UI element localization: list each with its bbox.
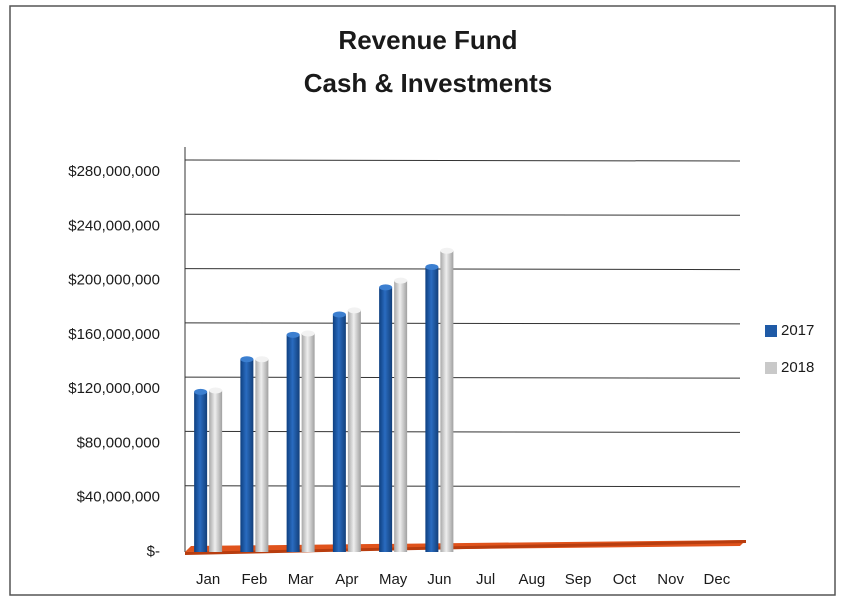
chart-title: Revenue Fund xyxy=(338,25,517,55)
grid-line xyxy=(184,213,741,216)
bar xyxy=(255,359,269,552)
floor-edge xyxy=(185,540,746,555)
x-tick-label: Jul xyxy=(476,571,495,588)
grid-line xyxy=(184,159,741,162)
grid-line xyxy=(184,268,741,271)
grid-line xyxy=(184,376,741,379)
bar-top xyxy=(379,284,393,291)
grid-line xyxy=(184,322,741,325)
y-tick-label: $200,000,000 xyxy=(68,272,160,289)
y-tick-label: $120,000,000 xyxy=(68,380,160,397)
bar-top xyxy=(332,311,346,318)
x-tick-label: Oct xyxy=(613,571,637,588)
legend-swatch xyxy=(765,325,777,337)
bar-top xyxy=(394,277,408,284)
bar xyxy=(209,390,223,552)
bar xyxy=(194,391,208,552)
y-tick-label: $40,000,000 xyxy=(77,489,160,506)
grid-line xyxy=(184,485,741,488)
x-tick-label: Dec xyxy=(704,571,731,588)
x-tick-label: Jan xyxy=(196,571,220,588)
bar xyxy=(240,359,254,552)
y-tick-label: $280,000,000 xyxy=(68,163,160,180)
bar-top xyxy=(286,331,300,338)
bar-top xyxy=(240,356,254,363)
bar xyxy=(332,314,346,552)
x-tick-label: Sep xyxy=(565,571,592,588)
bar xyxy=(379,287,393,552)
chart-title: Cash & Investments xyxy=(304,68,553,98)
x-tick-label: Apr xyxy=(335,571,358,588)
bar-top xyxy=(425,264,439,270)
bar xyxy=(347,310,361,552)
grid-line xyxy=(184,430,741,433)
bar xyxy=(440,250,454,552)
bar-top xyxy=(255,356,269,363)
bar xyxy=(301,333,315,552)
x-tick-label: Jun xyxy=(427,571,451,588)
bar-top xyxy=(301,330,315,337)
legend-label: 2017 xyxy=(781,322,814,339)
legend-label: 2018 xyxy=(781,359,814,376)
bar-top xyxy=(440,247,454,254)
x-tick-label: Nov xyxy=(657,571,684,588)
bar-top xyxy=(194,388,208,395)
x-tick-label: Mar xyxy=(288,571,314,588)
y-tick-label: $240,000,000 xyxy=(68,217,160,234)
bar xyxy=(394,280,408,552)
bar xyxy=(425,267,439,552)
bar-top xyxy=(347,307,361,314)
legend-swatch xyxy=(765,362,777,374)
y-tick-label: $80,000,000 xyxy=(77,434,160,451)
bar xyxy=(286,334,300,552)
x-tick-label: May xyxy=(379,571,408,588)
x-tick-label: Feb xyxy=(241,571,267,588)
y-tick-label: $- xyxy=(147,543,160,560)
chart-border xyxy=(9,5,836,596)
bar-top xyxy=(209,387,223,394)
x-tick-label: Aug xyxy=(519,571,546,588)
y-tick-label: $160,000,000 xyxy=(68,326,160,343)
